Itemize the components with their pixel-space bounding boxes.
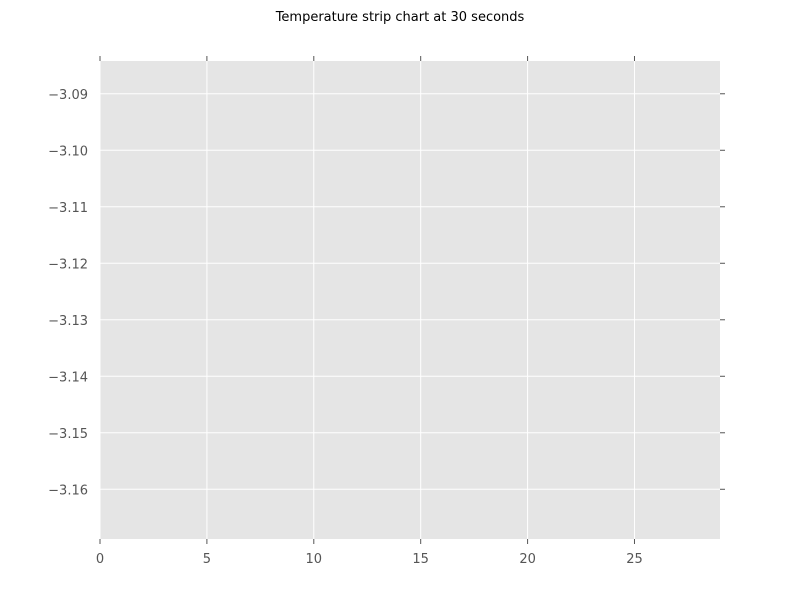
plot-area <box>100 61 720 539</box>
x-tick-labels: 0 5 10 15 20 25 <box>96 552 643 567</box>
x-tick-label: 15 <box>412 552 429 567</box>
y-tick-label: −3.11 <box>48 201 88 216</box>
grid-lines <box>99 61 720 539</box>
y-tick-label: −3.15 <box>48 427 88 442</box>
x-tick-label: 5 <box>203 552 211 567</box>
y-tick-label: −3.12 <box>48 257 88 272</box>
y-tick-labels: −3.09 −3.10 −3.11 −3.12 −3.13 −3.14 −3.15 −3.16 <box>48 88 88 499</box>
x-tick-label: 20 <box>519 552 536 567</box>
chart-title: Temperature strip chart at 30 seconds <box>275 10 525 25</box>
x-tick-label: 0 <box>96 552 104 567</box>
y-tick-label: −3.14 <box>48 370 88 385</box>
y-tick-label: −3.09 <box>48 88 88 103</box>
y-tick-label: −3.16 <box>48 483 88 498</box>
x-tick-label: 10 <box>306 552 323 567</box>
y-tick-label: −3.13 <box>48 314 88 329</box>
y-tick-label: −3.10 <box>48 144 88 159</box>
tick-marks <box>99 56 725 544</box>
x-tick-label: 25 <box>626 552 643 567</box>
